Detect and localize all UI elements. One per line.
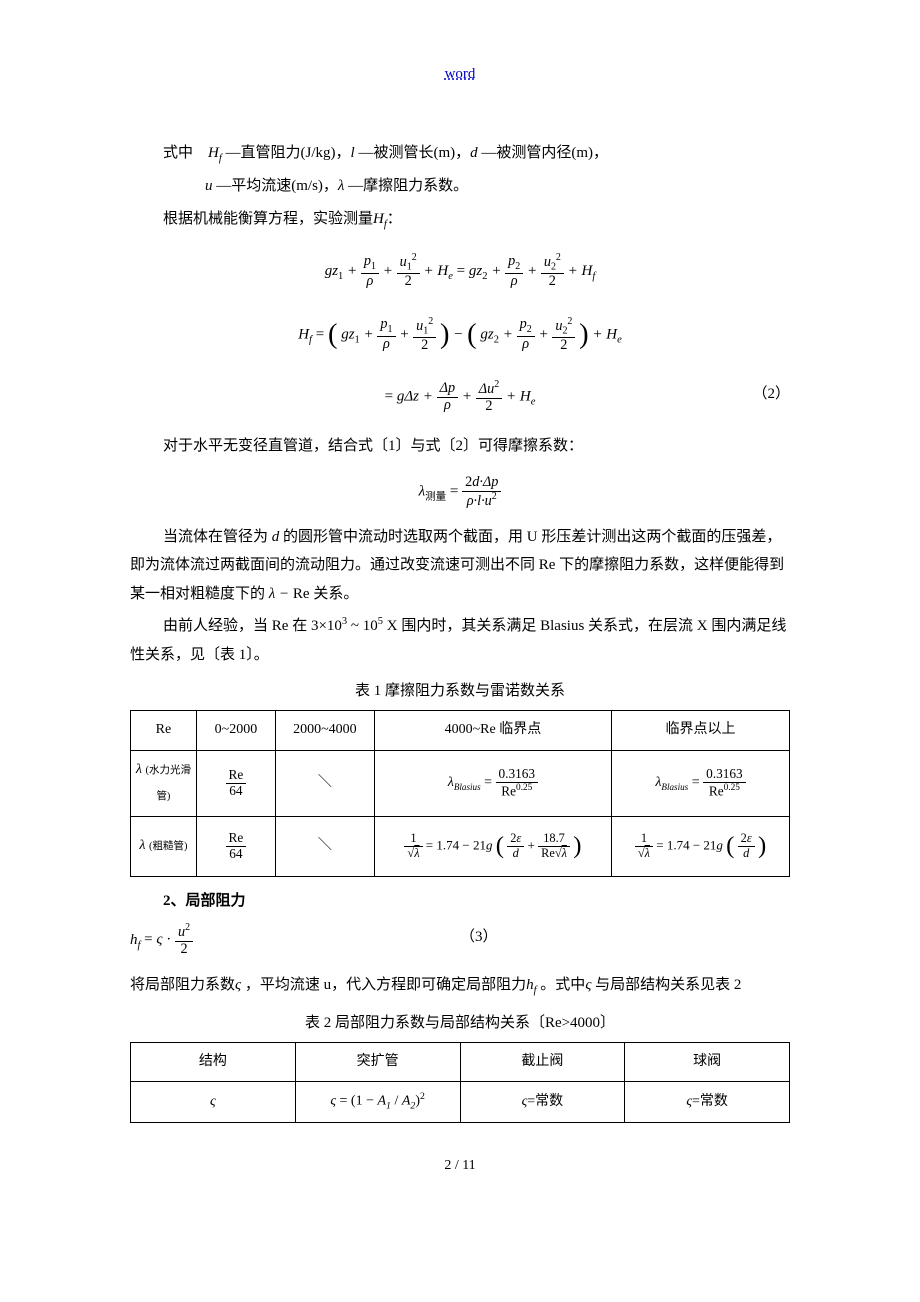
lambda-measured: λ测量 = 2d·Δpρ·l·u2 bbox=[130, 475, 790, 509]
t1-r1-label: λ (水力光滑管) bbox=[131, 750, 197, 816]
t1-r1-c4: λBlasius = 0.3163Re0.25 bbox=[612, 750, 790, 816]
t1-h4: 4000~Re 临界点 bbox=[374, 710, 611, 750]
t2-h2: 突扩管 bbox=[295, 1042, 460, 1082]
t1-r1-c1: Re64 bbox=[196, 750, 275, 816]
table1-caption: 表 1 摩擦阻力系数与雷诺数关系 bbox=[130, 677, 790, 706]
mechanical-energy-intro: 根据机械能衡算方程，实验测量Hf： bbox=[130, 205, 790, 235]
eq3: hf = ς · u22 （3） bbox=[130, 923, 790, 957]
table2-caption: 表 2 局部阻力系数与局部结构关系〔Re>4000〕 bbox=[130, 1009, 790, 1038]
definitions-line1: 式中 Hf —直管阻力(J/kg)，l —被测管长(m)，d —被测管内径(m)… bbox=[130, 139, 790, 169]
t2-expansion: ς = (1 − A1 / A2)2 bbox=[295, 1082, 460, 1123]
t1-h3: 2000~4000 bbox=[275, 710, 374, 750]
t1-h2: 0~2000 bbox=[196, 710, 275, 750]
table-friction-reynolds: Re 0~2000 2000~4000 4000~Re 临界点 临界点以上 λ … bbox=[130, 710, 790, 877]
para-u-tube: 当流体在管径为 d 的圆形管中流动时选取两个截面，用 U 形压差计测出这两个截面… bbox=[130, 523, 790, 609]
header-link: word bbox=[130, 60, 790, 89]
definitions-line2: u —平均流速(m/s)，λ —摩擦阻力系数。 bbox=[130, 172, 790, 201]
t1-r1-c2: ＼ bbox=[275, 750, 374, 816]
t1-h5: 临界点以上 bbox=[612, 710, 790, 750]
section-local-resistance: 2、局部阻力 bbox=[130, 887, 790, 916]
t1-r2-c1: Re64 bbox=[196, 816, 275, 876]
t2-h3: 截止阀 bbox=[460, 1042, 625, 1082]
t2-ballvalve: ς=常数 bbox=[625, 1082, 790, 1123]
t1-r2-c4: 1√λ = 1.74 − 21g ( 2εd ) bbox=[612, 816, 790, 876]
t2-h4: 球阀 bbox=[625, 1042, 790, 1082]
t1-r2-label: λ (粗糙管) bbox=[131, 816, 197, 876]
t2-h1: 结构 bbox=[131, 1042, 296, 1082]
table-local-structure: 结构 突扩管 截止阀 球阀 ς ς = (1 − A1 / A2)2 ς=常数 … bbox=[130, 1042, 790, 1124]
t2-zeta: ς bbox=[131, 1082, 296, 1123]
t1-r1-c3: λBlasius = 0.3163Re0.25 bbox=[374, 750, 611, 816]
t1-r2-c2: ＼ bbox=[275, 816, 374, 876]
energy-equation: gz1 + p1ρ + u122 + He = gz2 + p2ρ + u222… bbox=[130, 253, 790, 414]
t1-r2-c3: 1√λ = 1.74 − 21g ( 2εd + 18.7Re√λ ) bbox=[374, 816, 611, 876]
page-number: 2 / 11 bbox=[130, 1153, 790, 1180]
para-local-coef: 将局部阻力系数ς ，平均流速 u，代入方程即可确定局部阻力hf 。式中ς 与局部… bbox=[130, 971, 790, 1001]
para-blasius: 由前人经验，当 Re 在 3×103 ~ 105 X 围内时，其关系满足 Bla… bbox=[130, 612, 790, 669]
t1-h1: Re bbox=[131, 710, 197, 750]
friction-coef-intro: 对于水平无变径直管道，结合式〔1〕与式〔2〕可得摩擦系数： bbox=[130, 432, 790, 461]
t2-stopvalve: ς=常数 bbox=[460, 1082, 625, 1123]
